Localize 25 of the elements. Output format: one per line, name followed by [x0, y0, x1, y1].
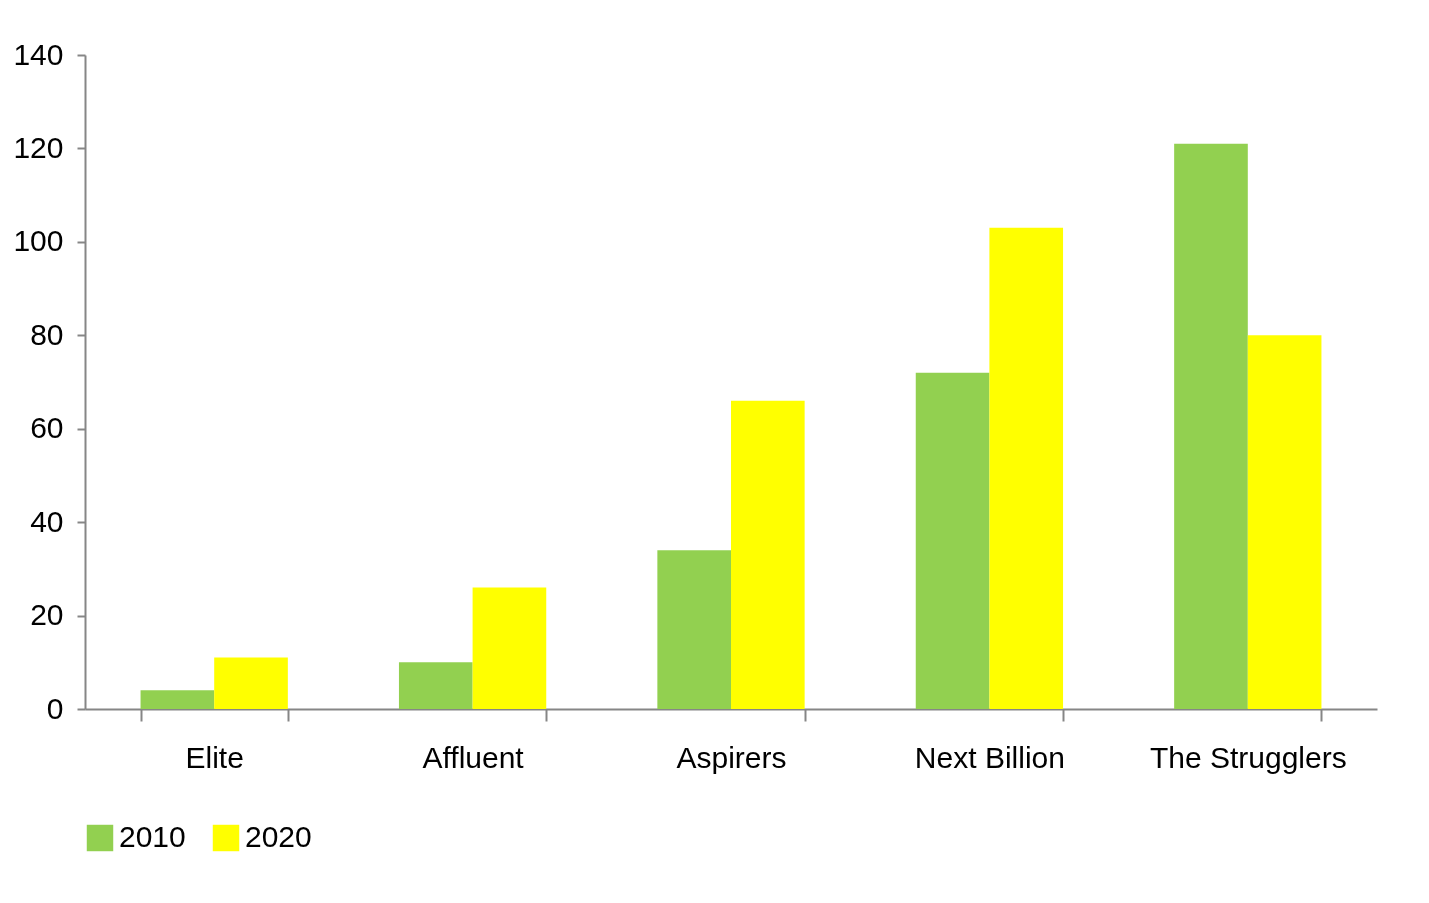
y-tick-label: 40 — [30, 504, 64, 538]
bar — [472, 587, 547, 709]
y-tick-label: 0 — [46, 691, 64, 725]
x-tick-label: The Strugglers — [1149, 740, 1347, 774]
bar — [1247, 335, 1322, 709]
bar — [731, 400, 805, 709]
legend-label: 2010 — [119, 820, 186, 853]
legend-label: 2020 — [245, 820, 312, 853]
y-tick-label: 120 — [13, 130, 64, 164]
y-tick-label: 60 — [30, 411, 64, 445]
bar — [1174, 143, 1248, 709]
y-tick-label: 80 — [30, 317, 64, 351]
bar — [140, 690, 215, 709]
bar — [398, 662, 473, 709]
x-tick-label: Affluent — [422, 740, 525, 774]
x-tick-label: Aspirers — [676, 740, 787, 774]
y-tick-label: 100 — [13, 224, 64, 258]
x-tick-label: Next Billion — [914, 740, 1065, 774]
bar — [989, 227, 1064, 709]
bar — [214, 657, 288, 709]
y-tick-label: 20 — [30, 598, 64, 632]
bar — [915, 372, 990, 709]
bar — [657, 550, 731, 709]
x-tick-label: Elite — [185, 740, 244, 774]
y-tick-label: 140 — [13, 37, 64, 71]
